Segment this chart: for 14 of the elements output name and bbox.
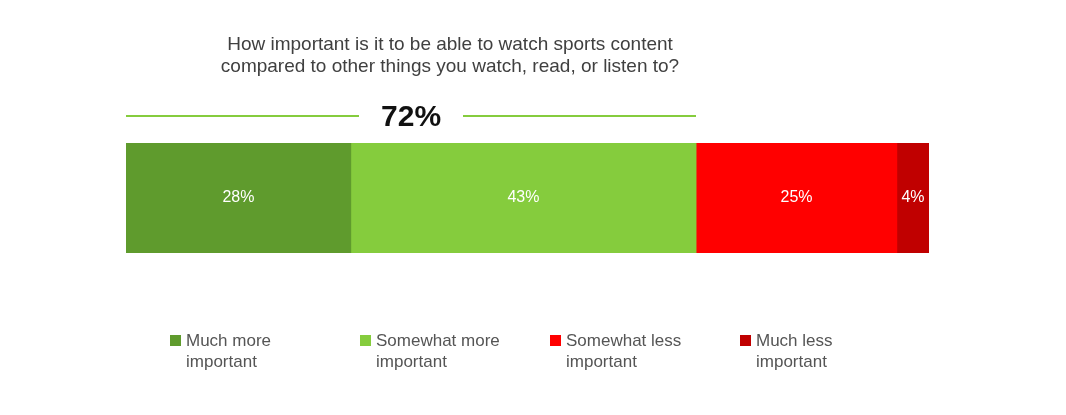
bar [695,143,898,253]
legend-label: Much less important [756,330,834,372]
legend-label: Somewhat less important [566,330,683,372]
chart-title: How important is it to be able to watch sports content compared to other things you watch, read, or listen to? [219,33,681,77]
legend-label: Much more important [186,330,273,372]
data-label: 25% [780,188,813,206]
bar [350,143,697,253]
data-label: 43% [507,188,540,206]
bar [896,143,929,253]
legend-label: Somewhat more important [376,330,501,372]
bar [126,143,352,253]
data-label: 28% [222,188,255,206]
data-label: 4% [901,188,925,206]
bracket: 72% [126,96,697,136]
